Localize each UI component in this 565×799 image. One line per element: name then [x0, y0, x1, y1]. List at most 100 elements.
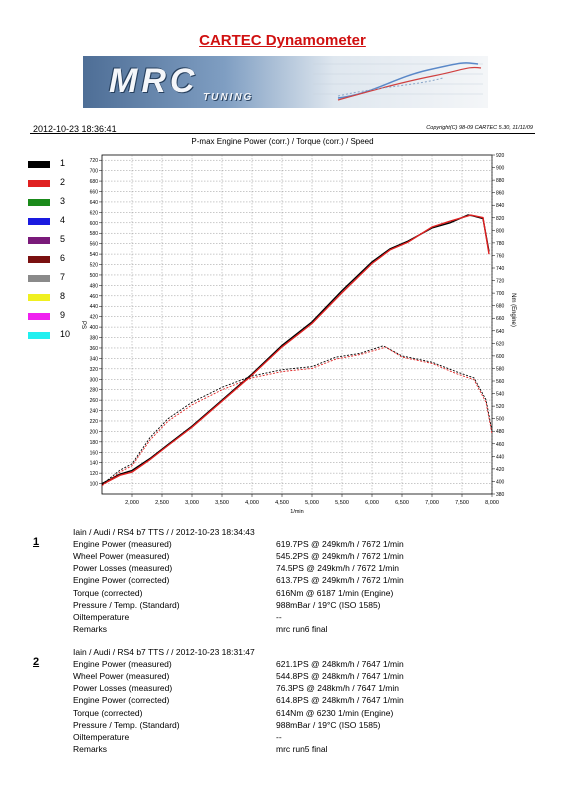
y-left-tick-label: 640	[90, 200, 99, 206]
legend-swatch	[28, 180, 50, 187]
y-right-tick-label: 520	[496, 404, 505, 410]
header-divider	[30, 133, 535, 134]
y-left-tick-label: 280	[90, 388, 99, 394]
result-value: 74.5PS @ 249km/h / 7672 1/min	[276, 563, 399, 574]
y-left-tick-label: 500	[90, 273, 99, 279]
result-value: 76.3PS @ 248km/h / 7647 1/min	[276, 683, 399, 694]
y-right-tick-label: 540	[496, 392, 505, 398]
legend-label: 8	[60, 291, 66, 301]
legend-label: 1	[60, 158, 66, 168]
result-label: Remarks	[73, 623, 108, 634]
result-label: Engine Power (measured)	[73, 539, 172, 550]
y-left-tick-label: 200	[90, 429, 99, 435]
result-value: 621.1PS @ 248km/h / 7647 1/min	[276, 659, 404, 670]
mrc-tuning-banner: MRC TUNING	[83, 56, 488, 108]
result-label: Oiltemperature	[73, 731, 130, 742]
legend-swatch	[28, 199, 50, 206]
result-value: 544.8PS @ 248km/h / 7647 1/min	[276, 671, 404, 682]
series-2-torque-line	[101, 346, 493, 487]
x-tick-label: 5,000	[305, 500, 319, 506]
result-value: 614.8PS @ 248km/h / 7647 1/min	[276, 695, 404, 706]
result-value: 614Nm @ 6230 1/min (Engine)	[276, 707, 394, 718]
y-right-tick-label: 400	[496, 479, 505, 485]
copyright-text: Copyright(C) 98-09 CARTEC 5.30, 11/11/09	[426, 125, 533, 131]
result-label: Power Losses (measured)	[73, 683, 173, 694]
y-left-axis-label: PS	[80, 321, 86, 329]
legend-item-5: 5	[28, 234, 88, 246]
y-left-tick-label: 240	[90, 409, 99, 415]
legend-item-8: 8	[28, 291, 88, 303]
y-left-tick-label: 480	[90, 283, 99, 289]
legend-swatch	[28, 161, 50, 168]
legend-item-10: 10	[28, 329, 88, 341]
y-left-tick-label: 220	[90, 419, 99, 425]
y-right-tick-label: 720	[496, 279, 505, 285]
result-label: Torque (corrected)	[73, 587, 143, 598]
result-value: 988mBar / 19°C (ISO 1585)	[276, 599, 381, 610]
result-label: Engine Power (measured)	[73, 659, 172, 670]
plot-area	[101, 154, 493, 495]
legend-swatch	[28, 332, 50, 339]
legend-item-9: 9	[28, 310, 88, 322]
y-right-tick-label: 800	[496, 228, 505, 234]
legend-item-6: 6	[28, 253, 88, 265]
legend-label: 3	[60, 196, 66, 206]
result-label: Pressure / Temp. (Standard)	[73, 599, 180, 610]
run-number: 1	[33, 536, 40, 548]
legend-label: 9	[60, 310, 66, 320]
x-tick-label: 3,000	[185, 500, 199, 506]
y-right-tick-label: 760	[496, 253, 505, 259]
y-left-tick-label: 460	[90, 294, 99, 300]
x-axis-label: 1/min	[290, 509, 303, 515]
y-right-tick-label: 380	[496, 492, 505, 498]
y-right-tick-label: 640	[496, 329, 505, 335]
result-value: 545.2PS @ 249km/h / 7672 1/min	[276, 551, 404, 562]
legend-swatch	[28, 275, 50, 282]
result-value: mrc run5 final	[276, 743, 328, 754]
legend-label: 10	[60, 329, 71, 339]
run-heading: Iain / Audi / RS4 b7 TTS / / 2012-10-23 …	[73, 647, 255, 657]
legend-swatch	[28, 237, 50, 244]
legend-swatch	[28, 218, 50, 225]
y-left-tick-label: 320	[90, 367, 99, 373]
y-left-tick-label: 660	[90, 190, 99, 196]
y-right-tick-label: 580	[496, 366, 505, 372]
run-heading: Iain / Audi / RS4 b7 TTS / / 2012-10-23 …	[73, 527, 255, 537]
x-tick-label: 4,500	[275, 500, 289, 506]
result-label: Engine Power (corrected)	[73, 695, 170, 706]
result-value: --	[276, 611, 282, 622]
legend-label: 4	[60, 215, 66, 225]
x-tick-label: 6,500	[395, 500, 409, 506]
mrc-logo-subtext: TUNING	[203, 92, 254, 103]
y-right-tick-label: 560	[496, 379, 505, 385]
result-value: 613.7PS @ 249km/h / 7672 1/min	[276, 575, 404, 586]
y-right-tick-label: 840	[496, 203, 505, 209]
y-left-tick-label: 300	[90, 377, 99, 383]
legend-swatch	[28, 313, 50, 320]
y-right-tick-label: 420	[496, 467, 505, 473]
y-left-tick-label: 160	[90, 450, 99, 456]
run-number: 2	[33, 656, 40, 668]
y-right-tick-label: 620	[496, 341, 505, 347]
y-right-tick-label: 440	[496, 454, 505, 460]
result-value: mrc run6 final	[276, 623, 328, 634]
x-tick-label: 5,500	[335, 500, 349, 506]
y-left-tick-label: 340	[90, 356, 99, 362]
result-value: 988mBar / 19°C (ISO 1585)	[276, 719, 381, 730]
legend-item-7: 7	[28, 272, 88, 284]
x-tick-label: 2,000	[125, 500, 139, 506]
y-right-tick-label: 660	[496, 316, 505, 322]
y-left-tick-label: 260	[90, 398, 99, 404]
legend-item-1: 1	[28, 158, 88, 170]
y-left-tick-label: 420	[90, 315, 99, 321]
legend-swatch	[28, 294, 50, 301]
report-title: CARTEC Dynamometer	[199, 32, 366, 49]
result-label: Wheel Power (measured)	[73, 671, 170, 682]
x-tick-label: 3,500	[215, 500, 229, 506]
y-left-tick-label: 580	[90, 231, 99, 237]
banner-graph-decoration	[313, 62, 483, 101]
y-right-tick-label: 820	[496, 216, 505, 222]
result-label: Engine Power (corrected)	[73, 575, 170, 586]
legend-item-3: 3	[28, 196, 88, 208]
